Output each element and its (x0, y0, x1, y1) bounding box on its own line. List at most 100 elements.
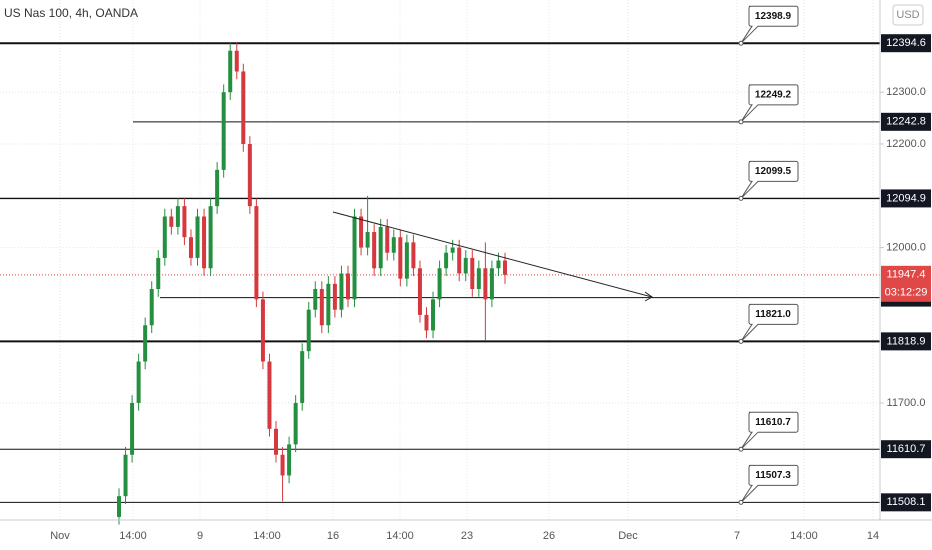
candle-body (345, 273, 350, 300)
candle-body (241, 71, 246, 144)
candle-body (117, 496, 121, 517)
callout-anchor (738, 40, 744, 46)
trend-arrow (644, 291, 653, 302)
callout-label: 11507.3 (755, 470, 791, 481)
candle-body (378, 226, 383, 269)
y-tick-label: 12200.0 (886, 138, 926, 150)
candle-body (130, 402, 135, 455)
level-price-label: 11818.9 (887, 335, 926, 347)
currency-label[interactable]: USD (896, 9, 919, 21)
callout-anchor (738, 446, 744, 452)
x-tick-label: 14:00 (253, 530, 281, 542)
candle-body (457, 247, 462, 274)
candle-body (175, 206, 180, 227)
candle-body (319, 289, 324, 326)
candle-body (287, 444, 292, 476)
candle-body (437, 268, 442, 300)
level-price-box (881, 493, 931, 512)
x-tick-label: 14 (867, 530, 879, 542)
candle-body (483, 268, 488, 300)
price-axis: 12300.0 12200.0 12000.0 11700.0 12394.6 12242… (880, 34, 931, 512)
candle-body (385, 226, 390, 253)
level-price-box (881, 112, 931, 131)
candle-body (470, 257, 475, 290)
candle-body (208, 206, 213, 269)
candle-body (182, 206, 187, 238)
candle-body (306, 309, 311, 352)
level-price-box (881, 34, 931, 53)
candle-body (215, 169, 220, 207)
x-tick-label: Nov (50, 530, 70, 542)
callout-anchor (738, 499, 744, 505)
countdown-label: 03:12:29 (885, 287, 928, 299)
candle-body (503, 260, 507, 275)
candle-body (404, 242, 409, 279)
candle-body (444, 252, 449, 269)
candle-body (293, 402, 298, 445)
callout-anchor (738, 338, 744, 344)
time-axis: Nov 14:00 9 14:00 16 14:00 23 26 Dec 7 14:00 14 (50, 530, 879, 542)
candle-body (424, 314, 429, 331)
candle-body (359, 216, 364, 248)
candle-body (274, 428, 279, 455)
y-tick-label: 12300.0 (886, 86, 926, 98)
callout-label: 12249.2 (755, 89, 792, 100)
x-tick-label: 16 (327, 530, 339, 542)
candle-body (372, 232, 377, 269)
candle-body (463, 257, 468, 274)
callout-anchor (738, 119, 744, 125)
chart-title: US Nas 100, 4h, OANDA (4, 6, 138, 20)
candle-body (195, 216, 200, 258)
candle-body (136, 361, 141, 403)
candle-body (202, 216, 207, 269)
last-price-box (881, 265, 931, 302)
currency-button[interactable] (892, 4, 924, 26)
level-price-label: 12094.9 (886, 192, 926, 204)
candle-body (149, 289, 154, 326)
candles (117, 42, 507, 525)
candle-body (313, 289, 318, 310)
candle-body (234, 50, 239, 72)
y-tick-label: 12000.0 (886, 241, 926, 253)
candle-body (476, 268, 481, 290)
candle-body (398, 237, 403, 279)
candle-body (228, 50, 233, 93)
candle-body (450, 247, 455, 253)
level-price-box (881, 440, 931, 459)
level-price-label: 11508.1 (887, 496, 926, 508)
callout-label: 12398.9 (755, 11, 792, 22)
candle-body (417, 268, 422, 315)
candle-body (156, 257, 161, 290)
level-price-label: 11610.7 (887, 443, 926, 455)
candle-body (188, 237, 193, 258)
candle-body (267, 361, 272, 429)
candle-body (411, 242, 416, 269)
candle-body (169, 216, 174, 227)
level-price-box (881, 189, 931, 208)
x-tick-label: Dec (618, 530, 638, 542)
callout-label: 11610.7 (755, 417, 791, 428)
last-price-label: 11947.4 (887, 269, 926, 281)
candle-body (123, 454, 128, 497)
callout-label: 11821.0 (755, 309, 791, 320)
candle-body (365, 232, 370, 248)
candle-body (254, 206, 259, 300)
candle-body (391, 237, 396, 253)
candle-body (162, 216, 167, 258)
candle-body (326, 283, 331, 326)
candle-body (339, 273, 344, 310)
x-tick-label: 23 (461, 530, 473, 542)
candle-body (332, 283, 337, 310)
candle-body (489, 268, 494, 300)
level-price-box (881, 332, 931, 351)
candle-body (280, 454, 285, 476)
x-tick-label: 14:00 (386, 530, 414, 542)
candle-body (300, 351, 305, 403)
candle-body (143, 325, 148, 362)
trend-line (332, 211, 653, 298)
callout-anchor (738, 195, 744, 201)
level-price-label: 12394.6 (886, 37, 926, 49)
candle-body (431, 299, 436, 331)
